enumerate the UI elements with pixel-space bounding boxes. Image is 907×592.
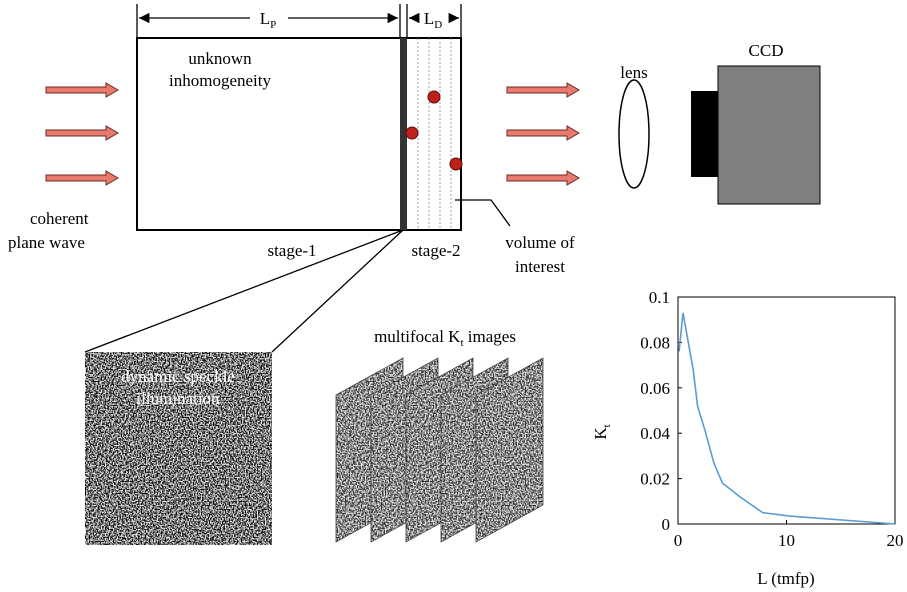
input-arrows <box>46 83 118 185</box>
dimension-subscript: D <box>434 19 442 31</box>
x-tick-label: 20 <box>887 531 904 550</box>
label: stage-1 <box>267 241 316 260</box>
dimension-symbol: L <box>260 9 270 28</box>
x-tick-label: 10 <box>778 531 795 550</box>
x-axis-label: L (tmfp) <box>757 569 814 588</box>
label: multifocal Kt images <box>374 327 516 349</box>
y-tick-label: 0 <box>662 515 671 534</box>
dimension-label: LP <box>260 9 277 31</box>
x-tick-label: 0 <box>674 531 683 550</box>
lens <box>619 80 649 188</box>
label: inhomogeneity <box>169 71 271 90</box>
pointer <box>455 200 510 226</box>
label: plane wave <box>8 233 85 252</box>
dimension-label: LD <box>424 9 442 31</box>
label: unknown <box>188 49 252 68</box>
axis-symbol: K <box>591 427 610 440</box>
label-part: multifocal K <box>374 327 461 346</box>
particles <box>406 91 462 170</box>
focal-planes <box>418 38 451 230</box>
dimension-symbol: L <box>424 9 434 28</box>
label: volume of <box>505 233 575 252</box>
label: CCD <box>749 41 784 60</box>
label: lens <box>620 63 647 82</box>
dimensions <box>137 4 461 38</box>
label: stage-2 <box>411 241 460 260</box>
y-tick-label: 0.1 <box>649 288 670 307</box>
zoom-lines <box>85 230 403 352</box>
dimension-subscript: P <box>270 19 276 31</box>
axis-subscript: t <box>601 424 613 427</box>
output-arrows <box>507 83 579 185</box>
ccd <box>718 66 820 204</box>
y-tick-label: 0.06 <box>640 379 670 398</box>
label: coherent <box>30 209 89 228</box>
y-tick-label: 0.02 <box>640 470 670 489</box>
y-tick-label: 0.04 <box>640 424 670 443</box>
y-tick-label: 0.08 <box>640 333 670 352</box>
plot-frame <box>678 297 895 524</box>
ccd-mount <box>691 91 718 177</box>
label: illumination <box>136 389 220 408</box>
plot: 0 0.02 0.04 0.06 0.08 0.1 0 10 20 <box>640 288 903 550</box>
label: dynamic speckle <box>121 367 235 386</box>
label-part: images <box>464 327 516 346</box>
multifocal-images <box>336 358 543 542</box>
label: interest <box>515 257 565 276</box>
y-axis-label: Kt <box>591 424 613 439</box>
figure: LP LD unknown inhomogeneity coherent pla… <box>0 0 907 592</box>
